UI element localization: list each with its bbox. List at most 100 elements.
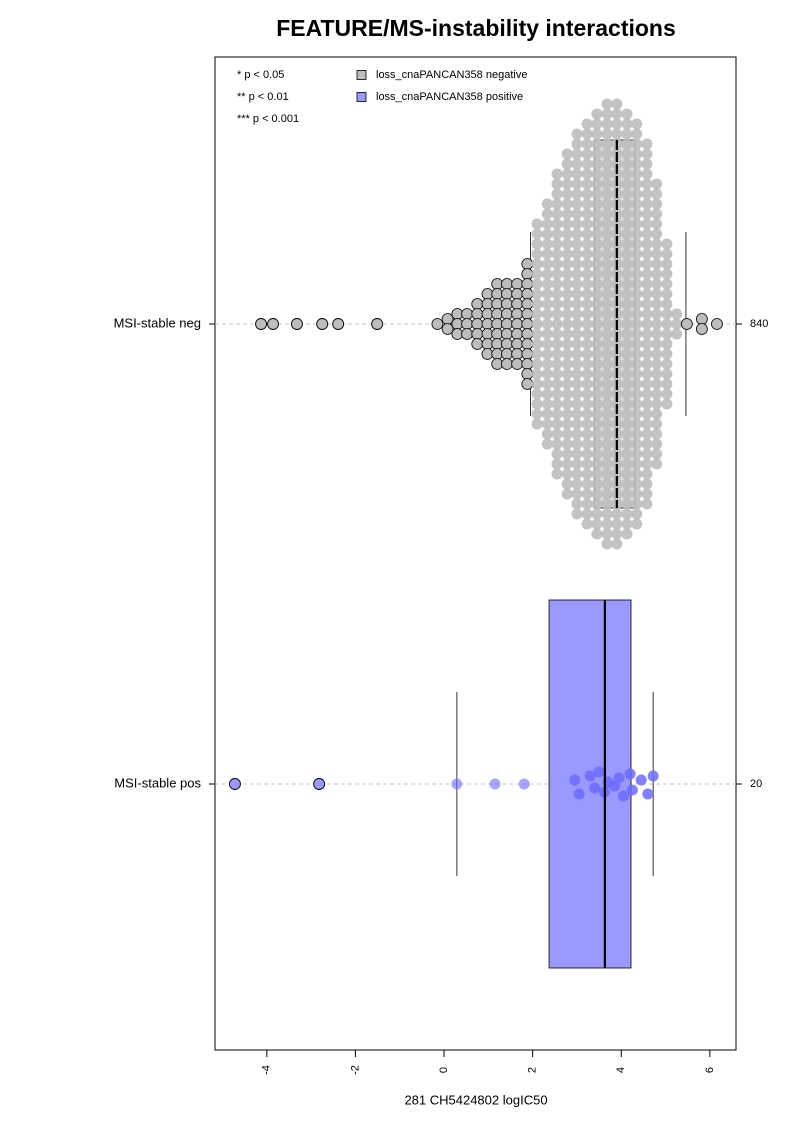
- x-tick-label: 6: [704, 1067, 716, 1073]
- swarm-point: [601, 168, 613, 180]
- swarm-point: [571, 298, 583, 310]
- swarm-point: [641, 168, 653, 180]
- swarm-point: [591, 348, 603, 360]
- swarm-point: [651, 458, 663, 470]
- swarm-point: [621, 348, 633, 360]
- swarm-point: [631, 428, 643, 440]
- swarm-point: [591, 508, 603, 520]
- swarm-point: [651, 408, 663, 420]
- swarm-point: [631, 198, 643, 210]
- swarm-point: [661, 368, 673, 380]
- swarm-point: [621, 278, 633, 290]
- chart-title: FEATURE/MS-instability interactions: [276, 15, 676, 41]
- swarm-point: [641, 178, 653, 190]
- swarm-point: [581, 488, 593, 500]
- swarm-point: [561, 228, 573, 240]
- data-point: [626, 784, 638, 796]
- swarm-point: [621, 208, 633, 220]
- swarm-point: [601, 118, 613, 130]
- swarm-point: [631, 168, 643, 180]
- swarm-point: [571, 148, 583, 160]
- swarm-point: [621, 468, 633, 480]
- swarm-point: [431, 318, 444, 330]
- swarm-point: [541, 298, 553, 310]
- swarm-point: [661, 248, 673, 260]
- swarm-point: [501, 348, 513, 360]
- swarm-point: [561, 268, 573, 280]
- swarm-point: [531, 258, 543, 270]
- swarm-point: [571, 138, 583, 150]
- swarm-point: [511, 288, 524, 300]
- swarm-point: [651, 428, 663, 440]
- swarm-point: [601, 418, 613, 430]
- data-point: [647, 770, 659, 782]
- swarm-point: [651, 308, 663, 320]
- swarm-point: [581, 458, 593, 470]
- swarm-point: [581, 118, 593, 130]
- swarm-point: [471, 338, 484, 350]
- data-point: [589, 782, 601, 794]
- x-tick-label: 0: [438, 1067, 450, 1073]
- swarm-point: [651, 278, 663, 290]
- swarm-point: [531, 238, 543, 250]
- swarm-point: [651, 328, 663, 340]
- swarm-point: [631, 178, 643, 190]
- swarm-point: [531, 308, 543, 320]
- swarm-point: [561, 348, 573, 360]
- swarm-point: [551, 398, 563, 410]
- swarm-point: [531, 388, 543, 400]
- swarm-point: [621, 488, 633, 500]
- swarm-point: [581, 388, 593, 400]
- outlier: [316, 318, 329, 330]
- swarm-point: [561, 288, 573, 300]
- swarm-point: [641, 298, 653, 310]
- swarm-point: [531, 378, 543, 390]
- swarm-point: [551, 328, 563, 340]
- swarm-point: [441, 323, 454, 335]
- y-tick-label: MSI-stable pos: [114, 775, 201, 790]
- swarm-point: [561, 328, 573, 340]
- swarm-point: [581, 158, 593, 170]
- swarm-point: [631, 208, 643, 220]
- swarm-point: [601, 518, 613, 530]
- swarm-point: [581, 438, 593, 450]
- swarm-point: [631, 388, 643, 400]
- swarm-point: [641, 428, 653, 440]
- swarm-point: [631, 468, 643, 480]
- swarm-point: [571, 398, 583, 410]
- swarm-point: [621, 328, 633, 340]
- swarm-point: [631, 248, 643, 260]
- swarm-point: [551, 318, 563, 330]
- swarm-point: [621, 148, 633, 160]
- swarm-point: [621, 188, 633, 200]
- swarm-point: [561, 248, 573, 260]
- swarm-point: [551, 298, 563, 310]
- swarm-point: [621, 448, 633, 460]
- swarm-point: [631, 348, 643, 360]
- swarm-point: [591, 108, 603, 120]
- swarm-point: [551, 458, 563, 470]
- swarm-point: [561, 338, 573, 350]
- data-point: [489, 778, 501, 790]
- swarm-point: [501, 288, 513, 300]
- swarm-point: [591, 288, 603, 300]
- swarm-point: [571, 378, 583, 390]
- y-tick-label: MSI-stable neg: [114, 315, 201, 330]
- swarm-point: [561, 188, 573, 200]
- data-point: [609, 780, 621, 792]
- swarm-point: [671, 318, 683, 330]
- swarm-point: [671, 328, 683, 340]
- swarm-point: [541, 408, 553, 420]
- swarm-point: [621, 398, 633, 410]
- swarm-point: [581, 368, 593, 380]
- swarm-point: [551, 408, 563, 420]
- swarm-point: [661, 288, 673, 300]
- swarm-point: [601, 268, 613, 280]
- swarm-point: [531, 348, 543, 360]
- swarm-point: [571, 248, 583, 260]
- swarm-point: [631, 458, 643, 470]
- swarm-point: [551, 208, 563, 220]
- outlier: [332, 318, 345, 330]
- swarm-point: [621, 268, 633, 280]
